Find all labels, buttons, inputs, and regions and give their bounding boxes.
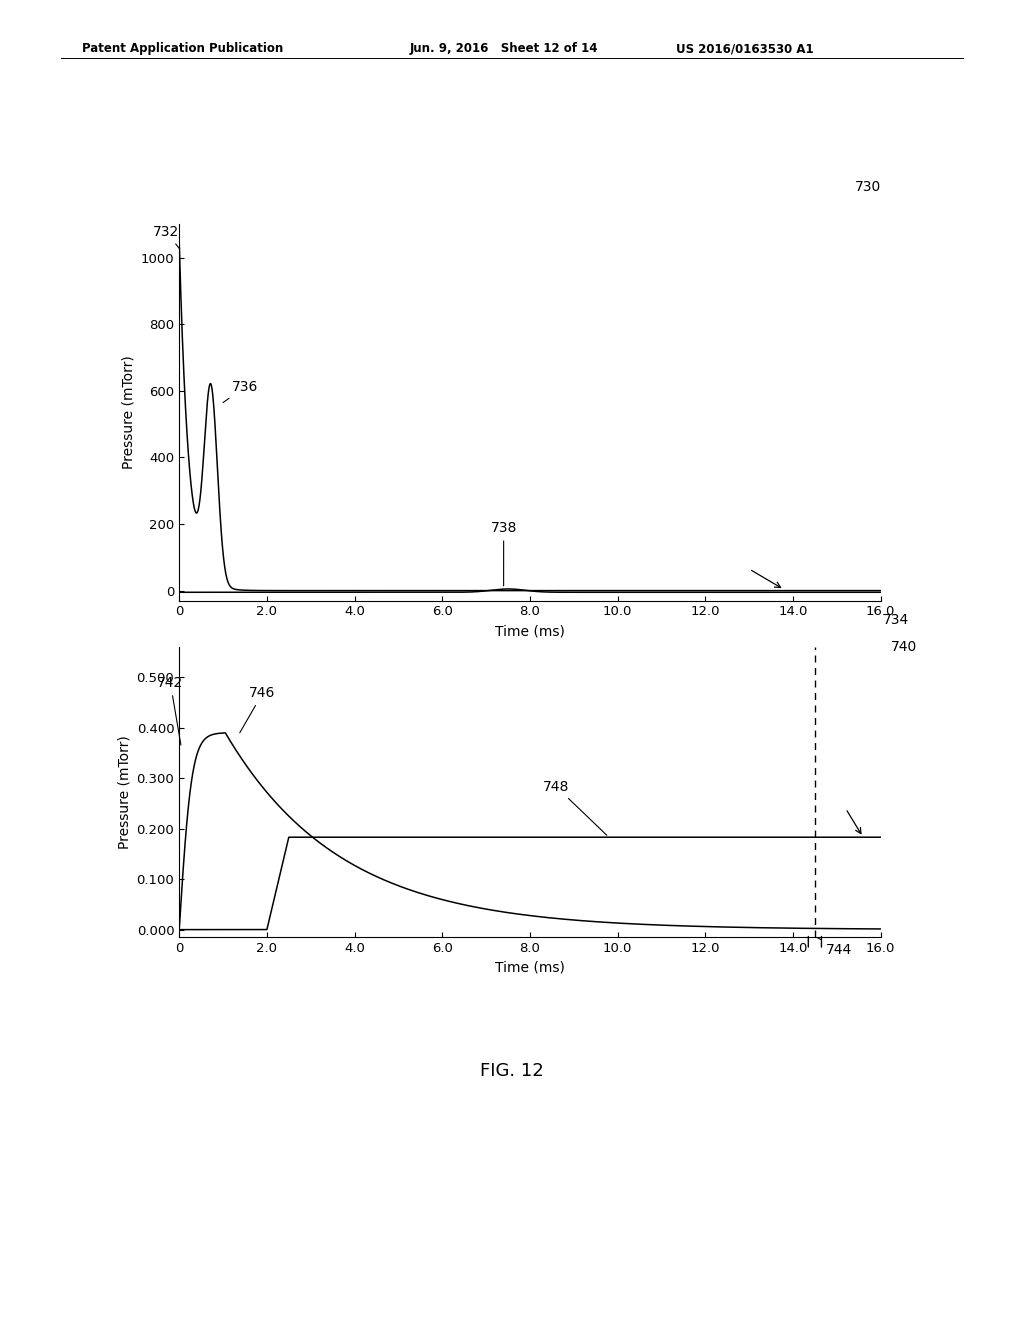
Text: 738: 738 — [490, 521, 517, 586]
Y-axis label: Pressure (mTorr): Pressure (mTorr) — [121, 355, 135, 470]
Text: 734: 734 — [883, 614, 909, 627]
Text: US 2016/0163530 A1: US 2016/0163530 A1 — [676, 42, 813, 55]
Text: 746: 746 — [240, 686, 275, 733]
Y-axis label: Pressure (mTorr): Pressure (mTorr) — [117, 735, 131, 849]
Text: 730: 730 — [855, 181, 882, 194]
Text: 748: 748 — [543, 780, 607, 836]
Text: Patent Application Publication: Patent Application Publication — [82, 42, 284, 55]
Text: FIG. 12: FIG. 12 — [480, 1061, 544, 1080]
Text: 732: 732 — [153, 224, 179, 249]
Text: 736: 736 — [223, 380, 258, 403]
X-axis label: Time (ms): Time (ms) — [495, 624, 565, 638]
Text: 740: 740 — [891, 640, 918, 653]
Text: 742: 742 — [158, 676, 183, 744]
X-axis label: Time (ms): Time (ms) — [495, 961, 565, 974]
Text: Jun. 9, 2016   Sheet 12 of 14: Jun. 9, 2016 Sheet 12 of 14 — [410, 42, 598, 55]
Text: 744: 744 — [817, 937, 852, 957]
